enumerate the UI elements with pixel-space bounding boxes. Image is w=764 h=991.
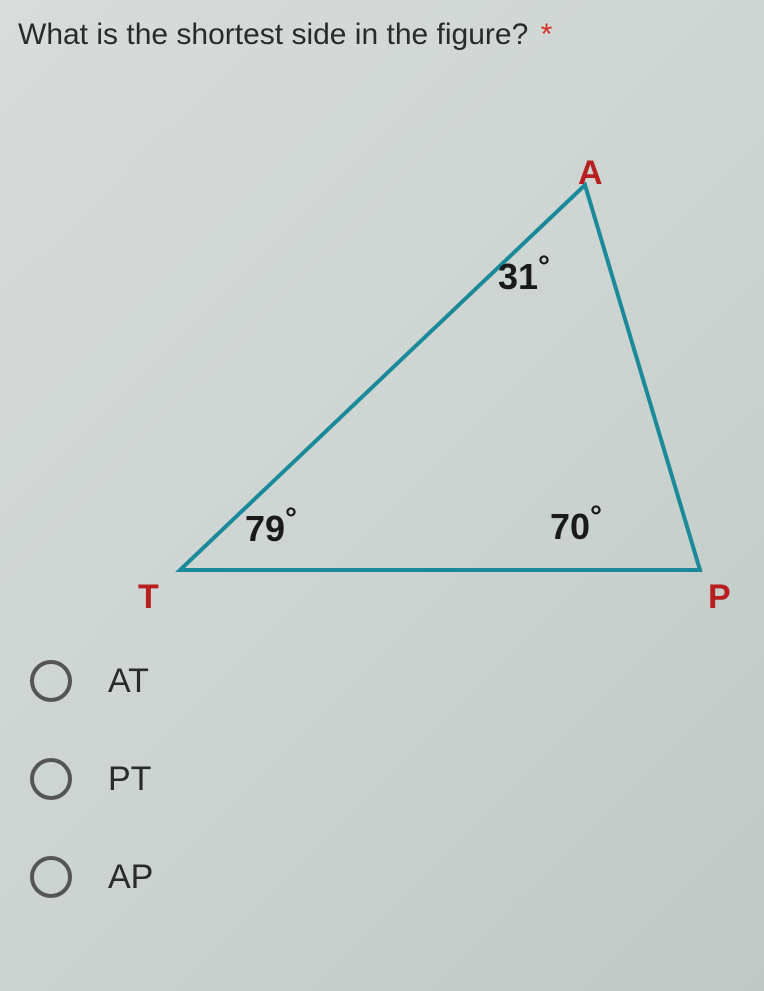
option-at[interactable]: AT (30, 660, 153, 702)
triangle-figure: A T P 31° 79° 70° (140, 160, 740, 640)
angle-label-a: 31° (498, 250, 550, 298)
angle-label-p: 70° (550, 500, 602, 548)
vertex-label-a: A (578, 154, 603, 193)
option-label: AT (108, 662, 149, 701)
radio-icon (30, 856, 72, 898)
angle-label-t: 79° (245, 502, 297, 550)
vertex-label-p: P (708, 578, 731, 617)
required-marker: * (541, 18, 553, 51)
option-label: PT (108, 760, 151, 799)
question-content: What is the shortest side in the figure? (18, 18, 528, 51)
option-label: AP (108, 858, 153, 897)
triangle-svg (140, 160, 740, 640)
radio-icon (30, 660, 72, 702)
radio-icon (30, 758, 72, 800)
option-ap[interactable]: AP (30, 856, 153, 898)
options-group: AT PT AP (30, 660, 153, 954)
question-text: What is the shortest side in the figure?… (18, 18, 552, 52)
option-pt[interactable]: PT (30, 758, 153, 800)
vertex-label-t: T (138, 578, 159, 617)
